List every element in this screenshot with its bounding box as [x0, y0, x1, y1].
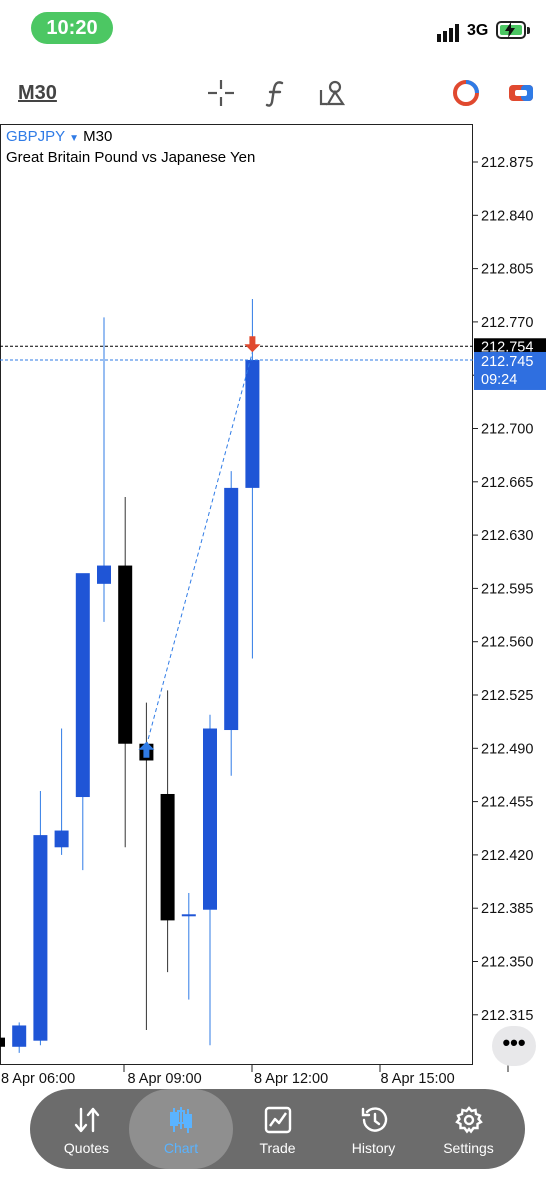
candle-body: [75, 573, 90, 798]
buy-arrow-icon: [138, 741, 155, 758]
sell-arrow-icon: [244, 336, 261, 353]
trade-icon: [264, 1106, 292, 1134]
crosshair-icon[interactable]: [206, 78, 236, 108]
nav-chart[interactable]: Chart: [129, 1089, 233, 1169]
nav-trade-label: Trade: [259, 1140, 296, 1156]
price-tick-label: 212.315: [481, 1008, 533, 1024]
price-tick-label: 212.385: [481, 901, 533, 917]
timeframe-button[interactable]: M30: [18, 82, 57, 104]
more-options-button[interactable]: •••: [492, 1026, 536, 1066]
bid-price-badge: [474, 338, 546, 354]
function-icon[interactable]: [262, 78, 292, 108]
chart-timeframe-label: M30: [83, 128, 113, 145]
bid-price-label: 212.754: [481, 339, 533, 355]
price-tick-label: 212.770: [481, 315, 533, 331]
candle-body: [181, 914, 196, 917]
symbol-dropdown-icon[interactable]: ▼: [69, 133, 79, 144]
price-tick-label: 212.840: [481, 208, 533, 224]
trade-connector-line: [145, 352, 253, 746]
price-tick-label: 212.700: [481, 422, 533, 438]
network-type: 3G: [467, 22, 489, 39]
trade-signals-icon[interactable]: [451, 78, 481, 108]
quotes-icon: [74, 1107, 100, 1133]
time-tick-label: 8 Apr 12:00: [254, 1071, 328, 1087]
one-click-trading-icon[interactable]: [506, 78, 536, 108]
time-tick-label: 8 Apr 06:00: [1, 1071, 75, 1087]
ask-price-badge: [474, 351, 546, 390]
price-tick-label: 212.490: [481, 741, 533, 757]
price-tick-label: 212.665: [481, 475, 533, 491]
candle-body: [224, 487, 239, 731]
nav-settings[interactable]: Settings: [419, 1089, 518, 1169]
history-icon: [361, 1107, 388, 1132]
candle-body: [118, 565, 133, 744]
price-tick-label: 212.420: [481, 848, 533, 864]
status-time: 10:20: [31, 12, 113, 44]
candle-countdown-label: 09:24: [481, 372, 517, 388]
time-tick-label: 8 Apr 15:00: [381, 1071, 455, 1087]
objects-icon[interactable]: [318, 78, 348, 108]
nav-history[interactable]: History: [324, 1089, 423, 1169]
candle-body: [54, 830, 69, 848]
nav-trade[interactable]: Trade: [228, 1089, 327, 1169]
chart-frame[interactable]: [0, 124, 473, 1065]
charging-bolt-icon: [505, 22, 515, 38]
price-tick-label: 212.630: [481, 528, 533, 544]
chart-icon: [170, 1107, 192, 1133]
price-tick-label: 212.805: [481, 262, 533, 278]
candle-body: [12, 1025, 27, 1047]
bottom-navigation: Quotes Chart Trade History: [30, 1089, 525, 1169]
settings-icon: [455, 1106, 483, 1134]
nav-quotes-label: Quotes: [63, 1140, 110, 1156]
nav-quotes[interactable]: Quotes: [37, 1089, 136, 1169]
candle-body: [160, 793, 175, 921]
candle-body: [245, 359, 260, 488]
candle-body: [0, 1037, 5, 1047]
candle-body: [97, 565, 111, 584]
candle-body: [203, 728, 217, 910]
price-tick-label: 212.560: [481, 635, 533, 651]
battery-cap: [527, 27, 530, 34]
symbol-name[interactable]: GBPJPY: [6, 128, 65, 145]
ask-price-label: 212.745: [481, 354, 533, 370]
price-tick-label: 212.875: [481, 155, 533, 171]
candle-body: [33, 835, 48, 1041]
time-tick-label: 8 Apr 09:00: [128, 1071, 202, 1087]
price-tick-label: 212.455: [481, 795, 533, 811]
chart-symbol-header[interactable]: GBPJPY ▼ M30: [6, 128, 112, 145]
nav-history-label: History: [351, 1140, 396, 1156]
price-tick-label: 212.595: [481, 581, 533, 597]
price-tick-label: 212.350: [481, 955, 533, 971]
signal-strength-icon: [437, 24, 459, 42]
symbol-description: Great Britain Pound vs Japanese Yen: [6, 149, 256, 166]
nav-settings-label: Settings: [443, 1140, 494, 1156]
nav-chart-label: Chart: [163, 1140, 199, 1156]
price-tick-label: 212.525: [481, 688, 533, 704]
